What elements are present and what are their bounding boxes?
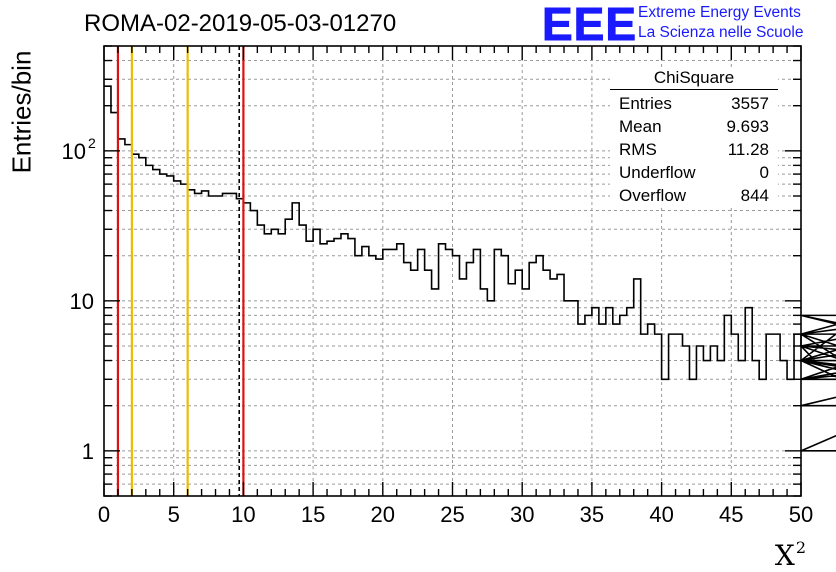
stats-row-entries: Entries 3557: [610, 92, 778, 115]
x-tick-label: 30: [510, 502, 534, 527]
y-tick-label: 10: [62, 139, 86, 164]
x-tick-label: 50: [789, 502, 813, 527]
eee-logo-mark: EEE: [541, 0, 638, 50]
stats-row-mean: Mean 9.693: [610, 115, 778, 138]
stats-value: 11.28: [727, 140, 769, 159]
logo-line-2: La Scienza nelle Scuole: [638, 24, 804, 41]
x-axis-label-superscript: 2: [795, 538, 806, 557]
x-axis-label-base: X: [774, 539, 795, 572]
histogram-series: [104, 85, 836, 452]
eee-logo: EEE Extreme Energy Events La Scienza nel…: [541, 0, 803, 50]
x-tick-label: 10: [231, 502, 255, 527]
x-tick-label: 5: [168, 502, 180, 527]
x-tick-label: 0: [98, 502, 110, 527]
x-tick-label: 45: [719, 502, 743, 527]
eee-logo-text: Extreme Energy Events La Scienza nelle S…: [638, 3, 803, 43]
logo-line-1: Extreme Energy Events: [638, 4, 801, 21]
x-tick-label: 20: [371, 502, 395, 527]
x-tick-label: 35: [580, 502, 604, 527]
stats-row-underflow: Underflow 0: [610, 161, 778, 184]
y-tick-label: 10: [70, 289, 94, 314]
chart-title: ROMA-02-2019-05-03-01270: [84, 10, 397, 37]
x-axis-label: X2: [775, 538, 806, 572]
stats-value: 844: [740, 186, 769, 205]
x-tick-label: 15: [301, 502, 325, 527]
stats-row-rms: RMS 11.28: [610, 138, 778, 161]
x-tick-label: 25: [440, 502, 464, 527]
y-tick-label: 1: [82, 439, 94, 464]
stats-row-overflow: Overflow 844: [610, 184, 778, 207]
stats-value: 9.693: [726, 117, 769, 136]
stats-label: Entries: [619, 94, 672, 113]
y-tick-label-exponent: 2: [88, 135, 96, 151]
stats-label: Underflow: [619, 163, 696, 182]
x-tick-label: 40: [649, 502, 673, 527]
stats-label: Overflow: [619, 186, 687, 205]
stats-value: 0: [759, 163, 769, 182]
stats-label: Mean: [619, 117, 662, 136]
stats-title: ChiSquare: [610, 68, 778, 90]
stats-box: ChiSquare Entries 3557 Mean 9.693 RMS 11.28…: [610, 68, 778, 207]
y-axis-label: Entries/bin: [6, 50, 37, 174]
stats-label: RMS: [619, 140, 657, 159]
stats-value: 3557: [731, 94, 769, 113]
